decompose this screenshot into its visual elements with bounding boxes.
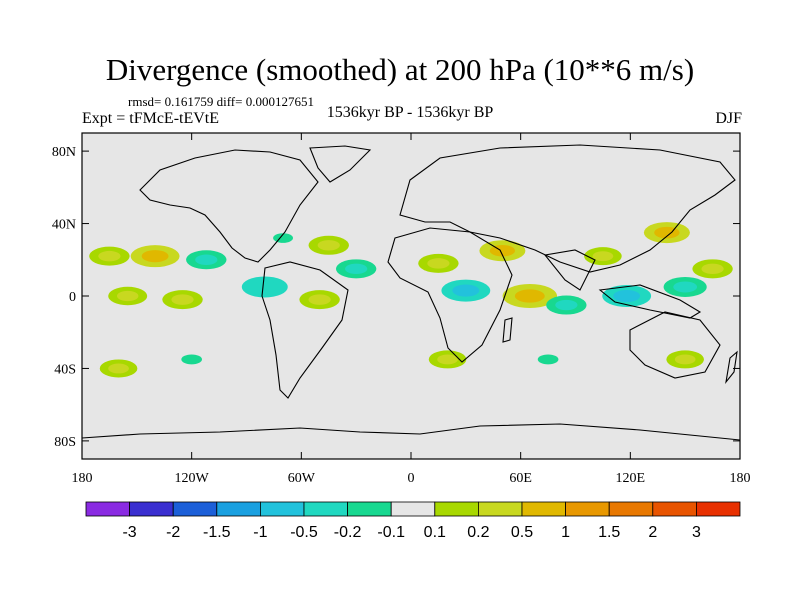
anomaly-core: [345, 263, 368, 275]
anomaly-core: [514, 289, 545, 303]
colorbar-swatch: [347, 501, 392, 517]
anomaly-core: [452, 284, 480, 297]
colorbar-swatch: [652, 501, 697, 517]
season-label: DJF: [715, 110, 742, 127]
colorbar-swatch: [259, 501, 305, 517]
plot-title: Divergence (smoothed) at 200 hPa (10**6 …: [105, 52, 695, 87]
colorbar-swatch: [172, 501, 218, 517]
anomaly-core: [252, 281, 278, 293]
anomaly-core: [673, 281, 698, 293]
coast-africa: [387, 227, 513, 363]
colorbar-swatch: [390, 501, 436, 517]
coast-madagascar: [502, 317, 513, 343]
colorbar-label: 3: [692, 524, 701, 541]
colorbar-label: 2: [648, 524, 657, 541]
anomaly-core: [437, 354, 458, 365]
colorbar-swatch: [129, 501, 174, 517]
lat-tick-label: 0: [69, 290, 76, 305]
colorbar-swatch: [521, 501, 566, 517]
lon-tick-label: 120W: [175, 471, 210, 486]
colorbar-swatch: [216, 501, 261, 517]
coast-australia: [629, 311, 721, 379]
lon-tick-label: 60E: [509, 471, 532, 486]
anomaly-core: [555, 299, 578, 311]
coast-north-america: [139, 149, 319, 263]
colorbar-label: 0.5: [511, 524, 533, 541]
coast-antarctica: [82, 423, 740, 441]
anomaly-core: [195, 254, 218, 266]
anomaly-core: [613, 289, 641, 303]
anomaly-core: [701, 263, 724, 275]
lon-tick-label: 180: [730, 471, 751, 486]
anomaly-core: [592, 251, 614, 262]
lon-tick-label: 60W: [288, 471, 316, 486]
colorbar-label: 0.2: [467, 524, 489, 541]
coast-greenland: [309, 145, 372, 183]
lat-tick-label: 80S: [54, 435, 76, 450]
anomaly-core: [98, 250, 121, 262]
anomaly-core: [171, 294, 194, 305]
colorbar-label: -1.5: [203, 524, 231, 541]
colorbar-label: 0.1: [424, 524, 446, 541]
anomaly-core: [674, 354, 696, 365]
coastline-outline: [82, 144, 740, 441]
anomaly-core: [141, 250, 169, 263]
lat-tick-label: 40N: [52, 218, 76, 233]
colorbar-label: -2: [166, 524, 180, 541]
lon-tick-label: 180: [72, 471, 93, 486]
lat-tick-label: 80N: [52, 145, 76, 160]
coast-india: [543, 249, 596, 291]
colorbar-label: -3: [122, 524, 136, 541]
colorbar-swatch: [434, 501, 479, 517]
colorbar-swatch: [303, 501, 348, 517]
lon-tick-label: 0: [408, 471, 415, 486]
colorbar-label: 1.5: [598, 524, 620, 541]
anomaly-core: [116, 290, 139, 302]
colorbar-swatch: [85, 501, 130, 517]
coast-south-america: [261, 261, 349, 399]
colorbar-swatch: [477, 501, 523, 517]
colorbar-label: -0.5: [290, 524, 318, 541]
colorbar-swatch: [608, 501, 654, 517]
colorbar-swatch: [696, 501, 741, 517]
coast-se-asia-islands: [598, 284, 702, 319]
coast-europe-asia: [399, 144, 736, 273]
colorbar-label: -1: [253, 524, 267, 541]
colorbar-label: 1: [561, 524, 570, 541]
colorbar: -3 -2 -1.5 -1 -0.5 -0.2 -0.1 0.1 0.2 0.5 1 1.5 2 3: [85, 501, 741, 541]
divergence-contours: [89, 222, 733, 378]
anomaly-core: [427, 258, 450, 269]
anomaly-core: [181, 354, 203, 365]
anomaly-core: [108, 363, 129, 374]
map-axes: 80N 40N 0 40S 80S 180 120W 60W 0 60E 120E 180: [52, 133, 751, 486]
anomaly-core: [308, 294, 331, 305]
colorbar-label: -0.2: [334, 524, 362, 541]
anomaly-core: [317, 240, 340, 251]
period-label: 1536kyr BP - 1536kyr BP: [326, 104, 494, 121]
stats-text: rmsd= 0.161759 diff= 0.000127651: [128, 94, 314, 109]
lon-tick-label: 120E: [616, 471, 646, 486]
coast-new-zealand: [725, 350, 738, 384]
colorbar-label: -0.1: [377, 524, 405, 541]
anomaly-core: [537, 354, 559, 365]
lat-tick-label: 40S: [54, 362, 76, 377]
experiment-label: Expt = tFMcE-tEVtE: [82, 110, 220, 127]
colorbar-swatch: [565, 501, 610, 517]
